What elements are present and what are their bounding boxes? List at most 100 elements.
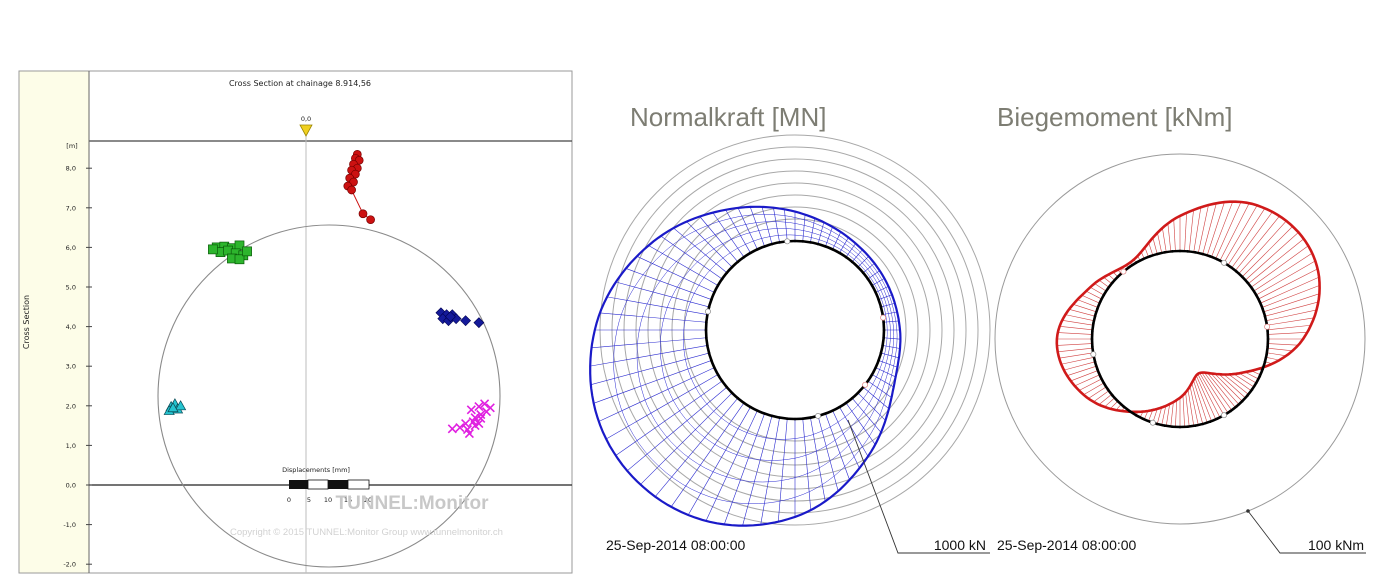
hatch-line	[1061, 357, 1094, 365]
hatch-line	[867, 380, 892, 398]
lining-node	[720, 379, 724, 383]
hatch-line	[1063, 361, 1096, 371]
hatch-line	[1266, 317, 1315, 326]
hatch-line	[875, 367, 896, 378]
lining-node	[877, 359, 880, 362]
series-diamond	[435, 307, 485, 329]
joint-node	[1221, 259, 1227, 266]
hatch-line	[862, 263, 875, 274]
hatch-line	[1188, 209, 1194, 252]
lining-node	[1266, 345, 1269, 348]
lining-node	[838, 251, 841, 255]
lining-node	[707, 305, 711, 309]
joint-node	[1221, 412, 1227, 419]
lining-node	[838, 405, 841, 409]
lining-node	[1106, 287, 1110, 290]
joint-node	[704, 308, 711, 315]
yaxis-label: Cross Section	[22, 295, 31, 349]
lining-node	[705, 336, 708, 340]
data-point	[167, 402, 179, 413]
lining-node	[785, 417, 789, 420]
hatch-line	[1148, 242, 1154, 256]
lining-node	[1254, 293, 1258, 297]
hatch-line	[1194, 377, 1212, 422]
lining-node	[1240, 275, 1244, 279]
hatch-line	[1185, 392, 1190, 427]
lining-node	[1246, 394, 1249, 397]
lining-node	[749, 251, 752, 255]
lining-node	[706, 344, 709, 347]
hatch-line	[1199, 372, 1225, 416]
hatch-line	[1088, 386, 1107, 399]
hatch-line	[1148, 410, 1153, 422]
hatch-line	[1231, 211, 1273, 268]
hatch-line	[1244, 371, 1259, 380]
lining-node	[1128, 409, 1131, 413]
lining-node	[1090, 337, 1094, 341]
hatch-line	[825, 413, 850, 480]
hatch-line	[1090, 286, 1104, 296]
hatch-line	[1083, 382, 1104, 395]
hatch-line	[1248, 238, 1304, 284]
hatch-line	[723, 413, 765, 525]
lining-node	[707, 351, 711, 355]
hatch-line	[1069, 308, 1096, 317]
lining-node	[1141, 257, 1145, 261]
hatch-line	[1073, 304, 1097, 313]
hatch-line	[1143, 410, 1149, 420]
lining-node	[809, 241, 812, 244]
lining-node	[770, 242, 774, 246]
lining-node	[1106, 388, 1110, 391]
ytick-label: 2,0	[66, 402, 76, 410]
hatch-line	[875, 286, 889, 293]
lining-node	[1229, 409, 1232, 413]
hatch-line	[1191, 382, 1204, 425]
hatch-line	[1059, 352, 1094, 359]
normalkraft-curve	[589, 205, 902, 527]
hatch-line	[1266, 357, 1280, 361]
hatch-line	[1211, 201, 1233, 257]
hatch-line	[773, 207, 780, 243]
hatch-line	[1056, 343, 1093, 346]
hatch-line	[1161, 405, 1167, 426]
lining-node	[844, 255, 848, 259]
measurement-points	[163, 149, 495, 439]
normalkraft-leader-line	[847, 419, 990, 554]
hatch-line	[615, 380, 723, 456]
hatch-line	[687, 406, 751, 516]
hatch-line	[1223, 374, 1249, 395]
joint-node	[1090, 351, 1097, 358]
hatch-line	[1204, 372, 1232, 411]
data-point	[444, 311, 456, 323]
normalkraft-tunnel-lining	[704, 238, 887, 421]
lining-node	[1229, 265, 1232, 269]
data-point	[242, 246, 252, 257]
lining-node	[1235, 270, 1238, 273]
lining-node	[710, 359, 713, 362]
hatch-line	[845, 243, 856, 258]
lining-node	[1250, 388, 1254, 391]
hatch-line	[1156, 407, 1162, 425]
hatch-line	[1103, 276, 1112, 284]
lining-node	[844, 401, 848, 405]
hatch-line	[1215, 201, 1242, 259]
hatch-line	[670, 402, 745, 508]
lining-node	[1141, 417, 1145, 421]
lining-node	[1093, 314, 1097, 318]
hatch-line	[810, 218, 816, 243]
ytick-label: 7,0	[66, 204, 76, 212]
hatch-line	[760, 417, 780, 525]
hatch-line	[1202, 203, 1217, 255]
hatch-line	[839, 406, 869, 457]
lining-node	[874, 291, 877, 294]
lining-node	[850, 260, 854, 264]
hatch-line	[1162, 227, 1167, 253]
lining-node	[742, 401, 746, 405]
lining-node	[1155, 252, 1159, 256]
normalkraft-scale-label: 1000 kN	[934, 537, 986, 553]
ytick-label: 1,0	[66, 442, 76, 450]
data-point	[358, 209, 368, 219]
hatch-line	[1085, 290, 1102, 300]
hatch-line	[737, 207, 758, 250]
lining-node	[778, 241, 781, 244]
